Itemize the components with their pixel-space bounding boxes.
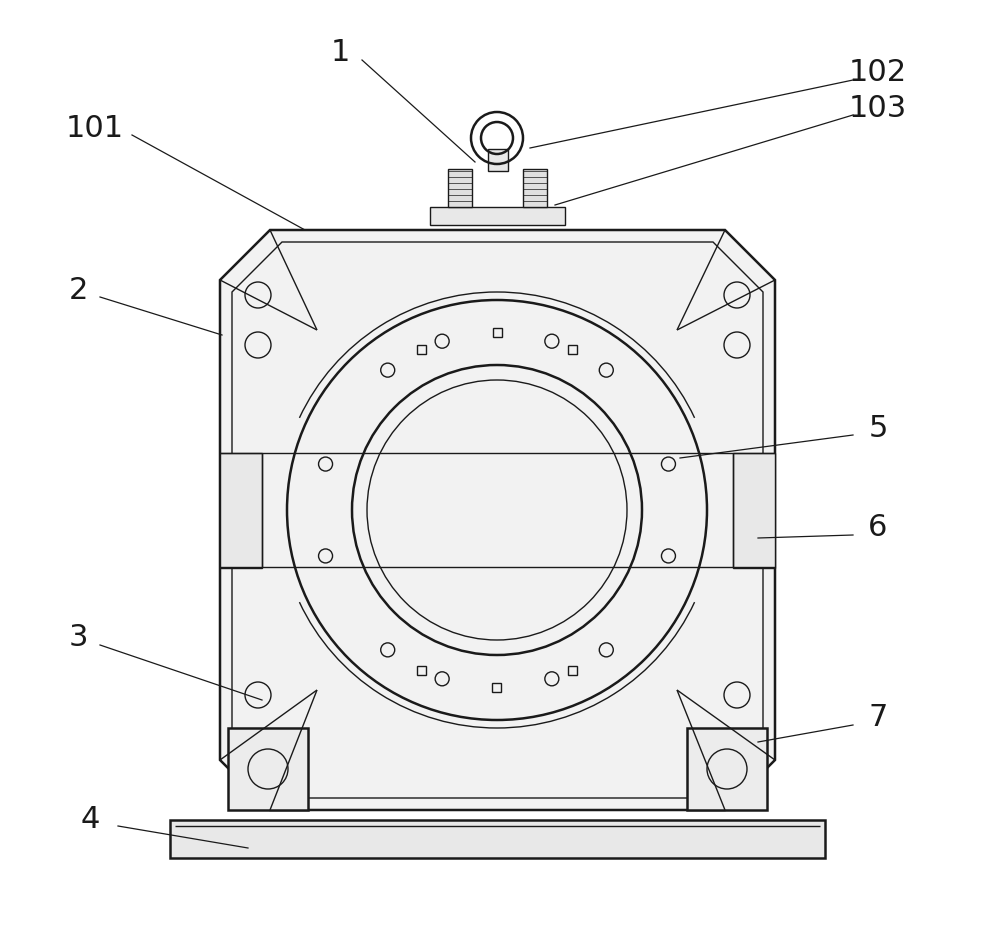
Bar <box>228 728 308 810</box>
Bar <box>430 207 565 225</box>
Text: 4: 4 <box>80 806 100 834</box>
Text: 101: 101 <box>66 114 124 142</box>
Bar <box>488 149 508 171</box>
Text: 2: 2 <box>68 275 88 305</box>
Text: 102: 102 <box>849 58 907 86</box>
Bar <box>523 169 547 207</box>
Bar <box>220 453 262 568</box>
Text: 6: 6 <box>868 513 888 543</box>
Text: 5: 5 <box>868 414 888 442</box>
Bar <box>687 728 767 810</box>
Bar <box>568 666 577 676</box>
Bar <box>448 169 472 207</box>
Polygon shape <box>220 230 775 810</box>
Bar <box>568 344 577 354</box>
Bar <box>492 683 501 692</box>
Bar <box>170 820 825 858</box>
Bar <box>492 328 502 337</box>
Bar <box>733 453 775 568</box>
Text: 1: 1 <box>330 38 350 66</box>
Bar <box>417 344 426 354</box>
Text: 103: 103 <box>849 94 907 122</box>
Bar <box>417 666 426 676</box>
Text: 7: 7 <box>868 703 888 733</box>
Text: 3: 3 <box>68 623 88 653</box>
